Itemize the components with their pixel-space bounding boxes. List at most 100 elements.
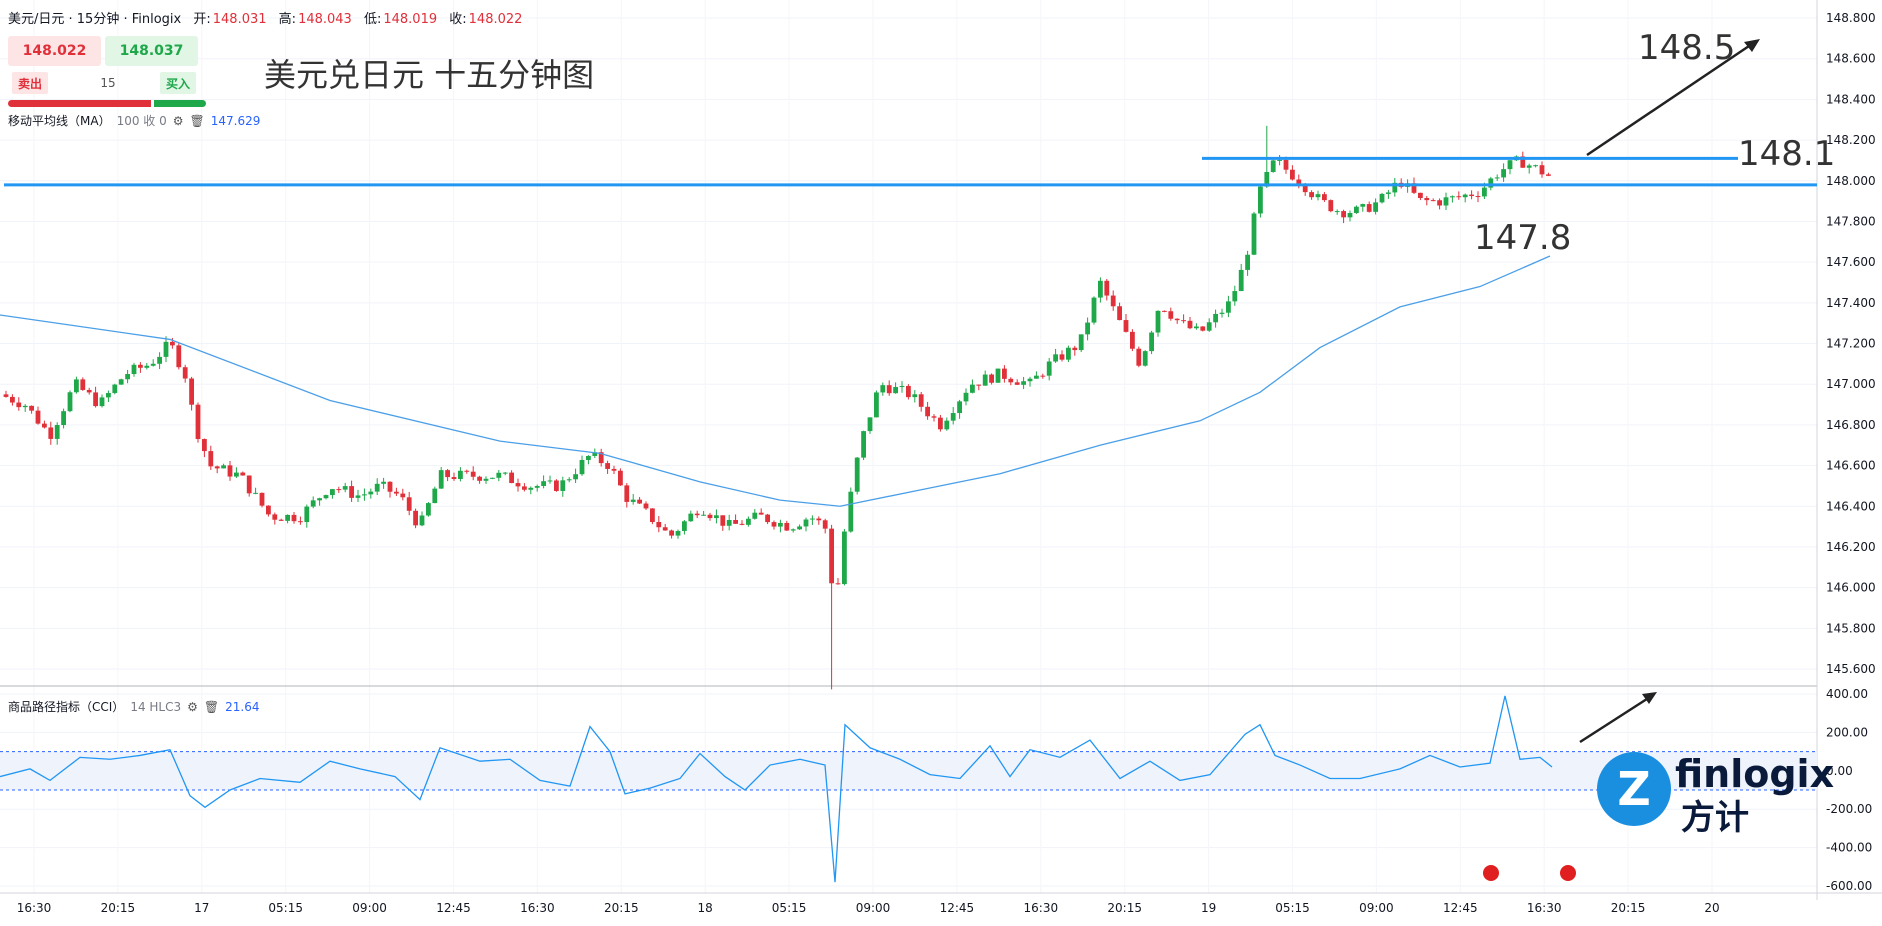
candle xyxy=(432,486,438,504)
candle xyxy=(861,430,866,461)
close-label: 收: xyxy=(449,12,467,27)
candle-body xyxy=(1072,347,1078,351)
candle-body xyxy=(157,356,162,364)
candle xyxy=(1027,376,1033,387)
buy-button[interactable]: 买入 xyxy=(160,72,196,94)
ma-value: 147.629 xyxy=(210,113,261,128)
candle-body xyxy=(1136,348,1142,366)
cci-name[interactable]: 商品路径指标（CCI） xyxy=(8,700,125,714)
candle xyxy=(195,402,201,443)
quantity-input[interactable]: 15 xyxy=(100,76,116,90)
candle xyxy=(29,405,34,414)
candle-body xyxy=(758,512,764,515)
candle-body xyxy=(944,420,950,430)
candle xyxy=(1456,191,1462,200)
gear-icon[interactable]: ⚙ xyxy=(172,113,184,128)
candle xyxy=(80,377,86,391)
candle xyxy=(1085,317,1090,341)
candle-body xyxy=(1296,179,1302,185)
low-value: 148.019 xyxy=(383,12,438,27)
candle-body xyxy=(451,477,457,479)
candle xyxy=(272,512,278,525)
candle-body xyxy=(1341,211,1346,218)
candle xyxy=(1258,184,1263,218)
candle-body xyxy=(970,384,975,393)
buy-price-button[interactable]: 148.037 xyxy=(105,36,198,66)
candle-body xyxy=(1059,354,1065,360)
candle-body xyxy=(1187,320,1193,329)
trash-icon[interactable]: 🗑 xyxy=(189,113,205,128)
ma-line xyxy=(0,255,1551,507)
event-marker[interactable] xyxy=(1483,865,1499,881)
candle xyxy=(515,478,521,492)
sell-button[interactable]: 卖出 xyxy=(12,72,48,94)
candle-body xyxy=(1360,204,1366,207)
candle-body xyxy=(1379,193,1385,203)
candle xyxy=(189,376,194,411)
candle-body xyxy=(592,452,598,456)
candle-body xyxy=(349,486,354,498)
candle-body xyxy=(1174,318,1180,321)
candle xyxy=(1354,205,1359,214)
candle-body xyxy=(208,451,214,467)
event-marker[interactable] xyxy=(1560,865,1576,881)
candle xyxy=(1328,199,1334,213)
candle xyxy=(74,376,79,394)
time-tick-label: 16:30 xyxy=(1527,901,1562,915)
candle xyxy=(3,390,9,398)
candle-body xyxy=(1264,171,1270,187)
candle-body xyxy=(1411,183,1417,193)
sell-price-button[interactable]: 148.022 xyxy=(8,36,101,66)
candle xyxy=(1168,307,1174,321)
candle xyxy=(1040,373,1046,379)
trash-icon[interactable]: 🗑 xyxy=(203,699,220,714)
candle xyxy=(1174,318,1180,324)
candle xyxy=(1123,314,1129,333)
symbol-title[interactable]: 美元/日元 · 15分钟 · Finlogix xyxy=(8,12,182,27)
candle-body xyxy=(246,475,252,494)
candle-body xyxy=(714,515,719,519)
candle xyxy=(1117,302,1122,321)
candle xyxy=(1392,177,1398,197)
candle xyxy=(970,379,975,394)
candle-body xyxy=(426,503,431,516)
gear-icon[interactable]: ⚙ xyxy=(187,699,198,714)
buy-ratio-bar xyxy=(154,100,206,107)
candle-body xyxy=(1283,159,1289,170)
horizontal-lines[interactable] xyxy=(4,156,1817,187)
price-tick-label: 148.200 xyxy=(1826,133,1876,147)
candle-body xyxy=(464,470,470,472)
candle-body xyxy=(720,515,726,526)
candle xyxy=(253,487,258,495)
logo-brand: finlogix xyxy=(1675,752,1835,796)
candle xyxy=(458,467,463,482)
candle xyxy=(1418,192,1423,201)
candle xyxy=(67,390,73,413)
candle-body xyxy=(1040,375,1046,377)
candle-body xyxy=(323,495,329,499)
candle xyxy=(477,475,482,484)
candle-body xyxy=(125,374,130,380)
candle xyxy=(1142,350,1148,367)
candle xyxy=(381,477,386,489)
cci-tick-label: -600.00 xyxy=(1826,879,1872,893)
annotation-arrows xyxy=(1483,39,1760,881)
candle xyxy=(1053,348,1058,363)
ma-name[interactable]: 移动平均线（MA） xyxy=(8,114,111,128)
candle xyxy=(1347,210,1353,222)
cci-polyline xyxy=(0,695,1553,883)
time-tick-label: 20 xyxy=(1704,901,1719,915)
candle xyxy=(118,378,124,385)
candle xyxy=(618,468,623,486)
candle-body xyxy=(317,498,322,501)
candle-body xyxy=(400,493,406,498)
candle xyxy=(675,529,681,539)
candle-body xyxy=(803,519,809,527)
candle-body xyxy=(1155,310,1161,333)
candle-body xyxy=(893,387,898,394)
candle xyxy=(726,514,732,531)
candle xyxy=(560,476,566,497)
candle xyxy=(1066,345,1071,363)
candle xyxy=(733,514,738,524)
